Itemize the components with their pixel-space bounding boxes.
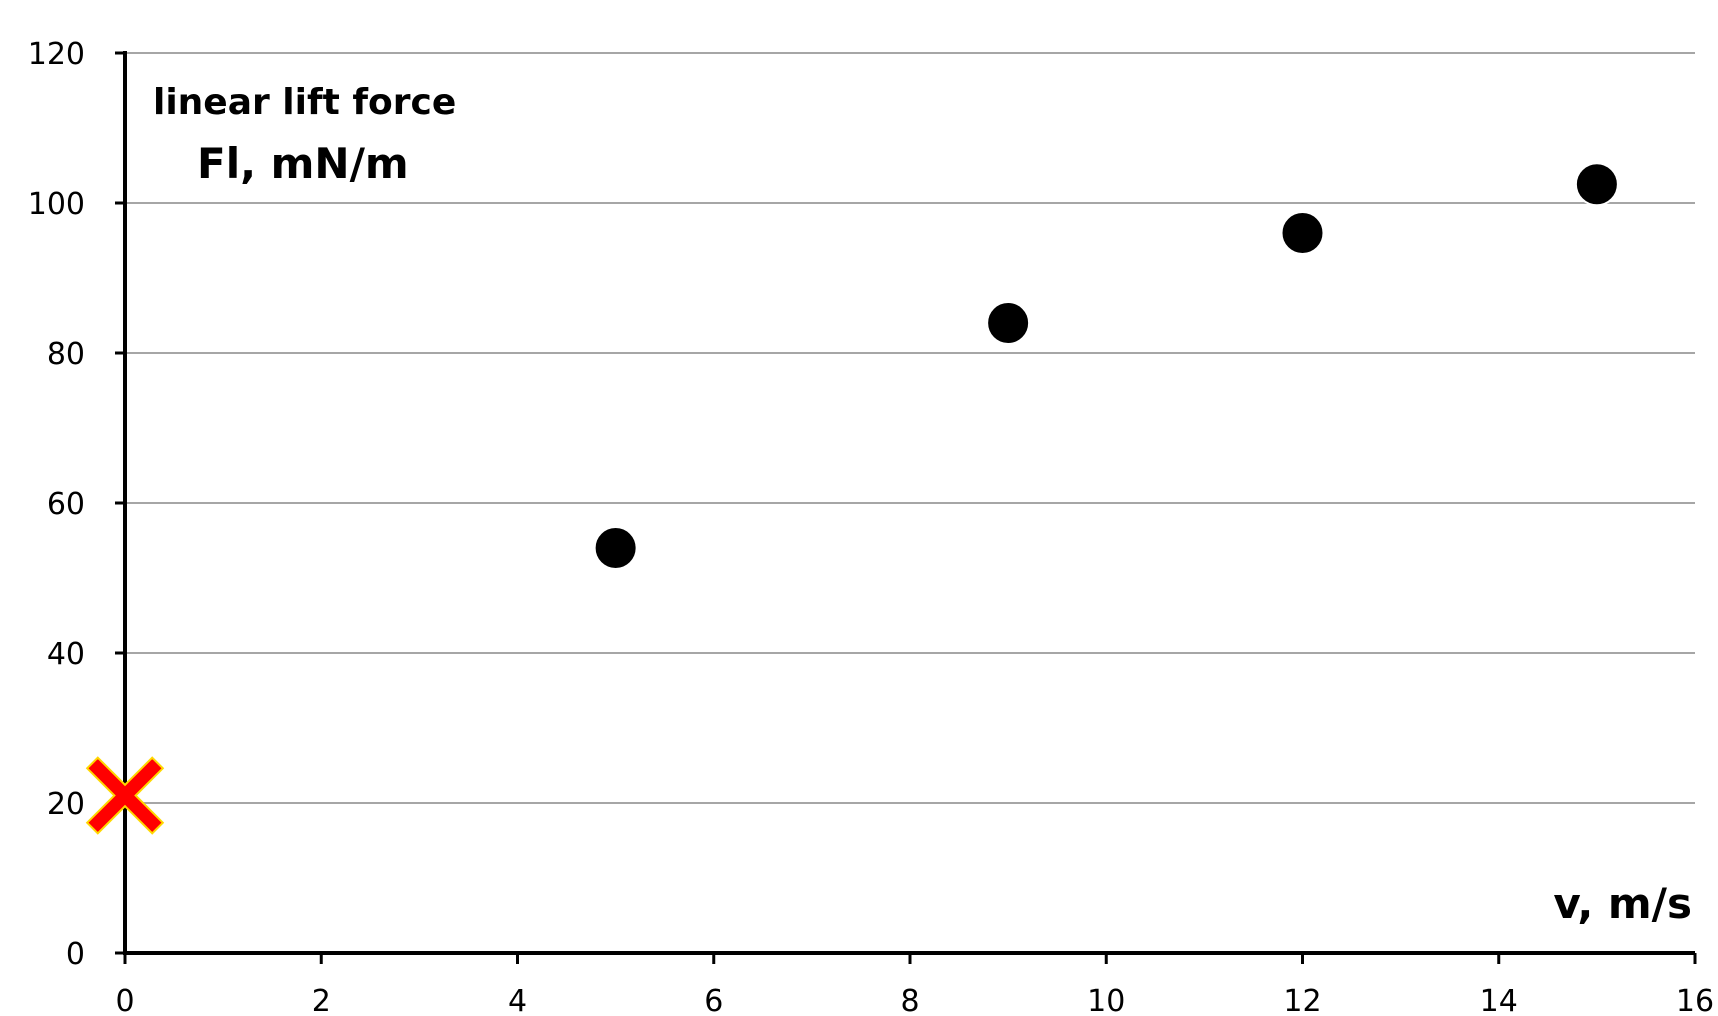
data-points — [85, 162, 1619, 835]
x-tick-label-6: 6 — [704, 984, 723, 1016]
grid-lines — [125, 52, 1695, 804]
data-point-0-3 — [1574, 162, 1619, 207]
x-tick-label-4: 4 — [508, 984, 527, 1016]
data-point-0-0 — [593, 526, 638, 570]
data-point-0-2 — [1280, 211, 1325, 255]
data-point-0-1 — [986, 301, 1031, 345]
y-tick-label-100: 100 — [28, 187, 85, 222]
y-tick-label-0: 0 — [66, 937, 85, 972]
x-tick-label-2: 2 — [312, 984, 331, 1016]
x-axis-label: v, m/s — [1553, 879, 1692, 928]
y-axis-label-line1: linear lift force — [153, 82, 456, 123]
x-tick-label-0: 0 — [115, 984, 134, 1016]
x-tick-label-14: 14 — [1480, 984, 1518, 1016]
tick-labels: 0 20 40 60 80 100 120 0 2 4 6 8 10 12 14 16 — [28, 37, 1714, 1016]
y-tick-label-40: 40 — [47, 637, 85, 672]
y-tick-label-60: 60 — [47, 487, 85, 522]
x-tick-label-8: 8 — [900, 984, 919, 1016]
y-axis-label-line2: Fl, mN/m — [197, 139, 409, 188]
x-tick-label-16: 16 — [1676, 984, 1714, 1016]
y-tick-label-20: 20 — [47, 787, 85, 822]
y-tick-label-120: 120 — [28, 37, 85, 72]
y-tick-label-80: 80 — [47, 337, 85, 372]
x-tick-label-12: 12 — [1283, 984, 1321, 1016]
x-tick-label-10: 10 — [1087, 984, 1125, 1016]
cross-marker-1-0 — [85, 756, 165, 835]
